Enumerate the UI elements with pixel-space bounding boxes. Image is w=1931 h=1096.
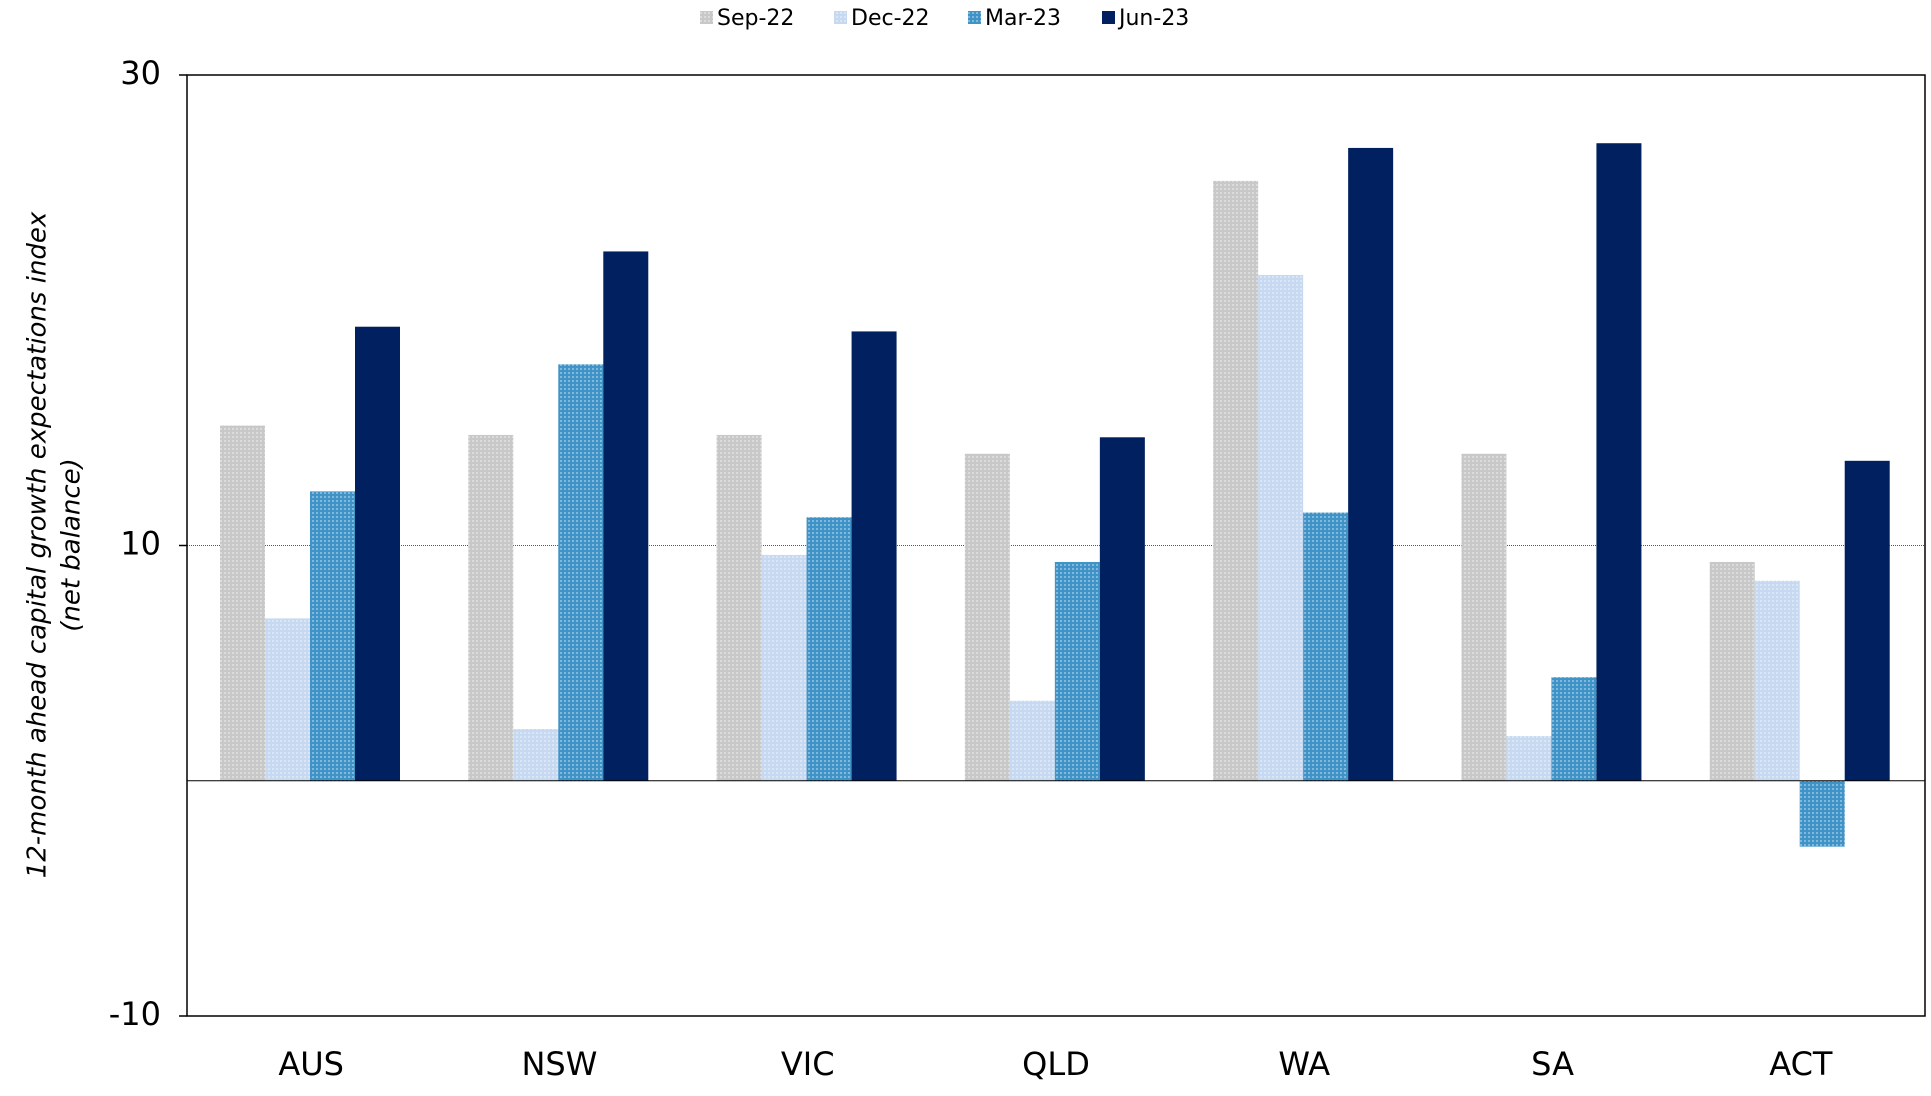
y-tick-label: 10 bbox=[120, 525, 161, 563]
bar bbox=[1596, 143, 1642, 781]
bar bbox=[558, 364, 604, 781]
bar bbox=[964, 453, 1010, 781]
bar bbox=[1506, 736, 1552, 781]
x-tick-label: QLD bbox=[1022, 1045, 1090, 1083]
y-axis-title: (net balance) bbox=[57, 458, 87, 632]
y-tick-label: 30 bbox=[120, 54, 161, 92]
bar bbox=[1754, 580, 1800, 781]
bar bbox=[1551, 677, 1597, 781]
bar bbox=[1099, 437, 1145, 781]
bar bbox=[716, 434, 762, 781]
legend-label: Sep-22 bbox=[717, 6, 794, 31]
bar bbox=[806, 517, 852, 781]
x-tick-label: AUS bbox=[278, 1045, 344, 1083]
legend-swatch bbox=[1102, 11, 1115, 24]
bar bbox=[1009, 700, 1055, 781]
bar bbox=[310, 491, 355, 781]
legend-swatch bbox=[968, 11, 981, 24]
x-tick-label: NSW bbox=[521, 1045, 597, 1083]
legend-label: Mar-23 bbox=[985, 6, 1061, 31]
bar bbox=[761, 554, 807, 781]
y-axis-title: 12-month ahead capital growth expectatio… bbox=[23, 211, 53, 878]
bar bbox=[1303, 512, 1349, 781]
bar bbox=[1709, 561, 1755, 781]
x-tick-label: SA bbox=[1531, 1045, 1574, 1083]
bar bbox=[603, 251, 649, 781]
bar bbox=[1054, 561, 1100, 781]
x-tick-label: VIC bbox=[781, 1045, 835, 1083]
x-tick-label: WA bbox=[1278, 1045, 1330, 1083]
x-tick-label: ACT bbox=[1769, 1045, 1833, 1083]
bar bbox=[513, 728, 559, 781]
bar bbox=[1844, 460, 1890, 781]
plot-frame bbox=[186, 74, 1926, 1017]
bar bbox=[1461, 453, 1507, 781]
bar bbox=[265, 618, 310, 781]
bar bbox=[851, 331, 897, 781]
bar bbox=[1258, 274, 1304, 781]
legend-label: Jun-23 bbox=[1117, 6, 1189, 31]
bar bbox=[1213, 180, 1259, 781]
legend-label: Dec-22 bbox=[851, 6, 930, 31]
bar bbox=[1348, 147, 1394, 781]
legend-swatch bbox=[700, 11, 713, 24]
bar bbox=[355, 326, 400, 781]
y-tick-label: -10 bbox=[109, 995, 161, 1033]
legend-swatch bbox=[834, 11, 847, 24]
bar bbox=[468, 434, 514, 781]
bar bbox=[1799, 780, 1845, 847]
bar bbox=[220, 425, 265, 781]
